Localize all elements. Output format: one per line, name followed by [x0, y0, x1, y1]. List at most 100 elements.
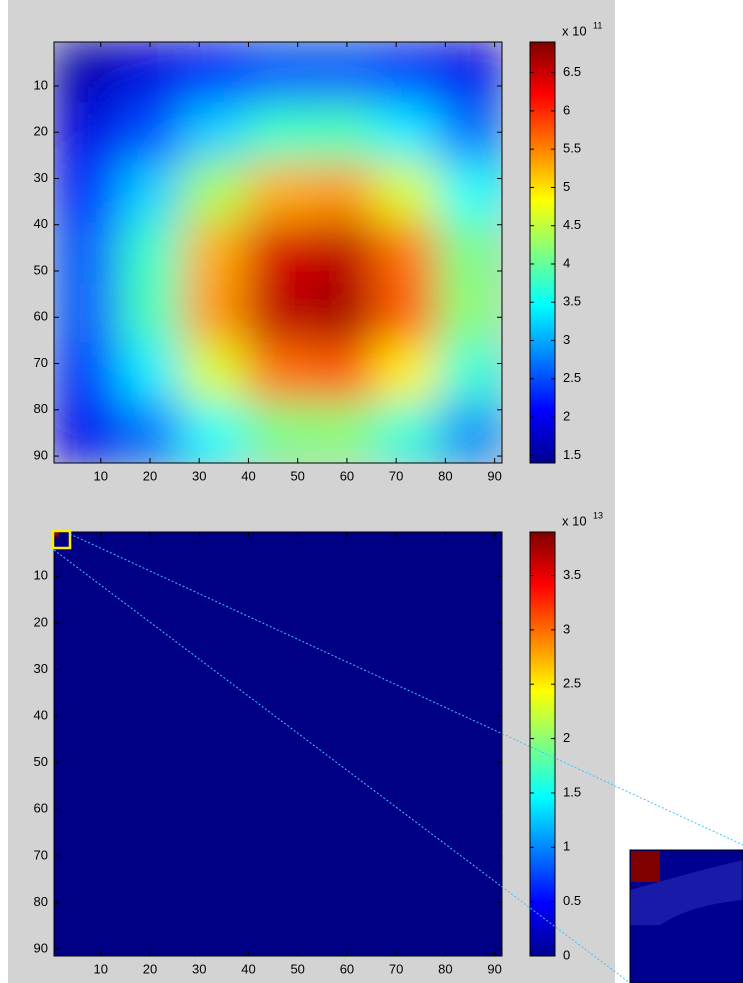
- colorbar-multiplier: x 10: [562, 513, 587, 528]
- colorbar-tick-label: 3.5: [563, 567, 581, 582]
- heat-cell: [59, 532, 503, 537]
- heat-cell: [310, 102, 375, 163]
- y-tick-label: 60: [34, 801, 48, 816]
- colorbar-exponent: 11: [593, 20, 602, 30]
- figure: 1020304050607080901020304050607080901.52…: [0, 0, 743, 983]
- heat-cell: [374, 42, 439, 103]
- heat-cell: [118, 162, 183, 223]
- x-tick-label: 20: [143, 468, 157, 483]
- colorbar-tick-label: 2.5: [563, 370, 581, 385]
- y-tick-label: 40: [34, 216, 48, 231]
- heat-cell: [118, 102, 183, 163]
- y-tick-label: 30: [34, 661, 48, 676]
- y-tick-label: 30: [34, 170, 48, 185]
- colorbar-tick-label: 2.5: [563, 676, 581, 691]
- y-tick-label: 50: [34, 754, 48, 769]
- heat-cell: [374, 283, 439, 344]
- y-tick-label: 90: [34, 940, 48, 955]
- heat-cell: [54, 403, 119, 464]
- heat-cell: [182, 162, 247, 223]
- colorbar-tick-label: 5.5: [563, 141, 581, 156]
- heat-cell: [310, 343, 375, 404]
- heat-cell: [54, 162, 119, 223]
- colorbar-tick-label: 4: [563, 255, 570, 270]
- heat-cell: [54, 102, 119, 163]
- heatmap-layer: [54, 532, 503, 957]
- heat-cell: [438, 162, 503, 223]
- heat-cell: [54, 222, 119, 283]
- x-tick-label: 80: [438, 468, 452, 483]
- heat-cell: [438, 343, 503, 404]
- heat-cell: [118, 403, 183, 464]
- heat-cell: [438, 42, 503, 103]
- heat-cell: [310, 42, 375, 103]
- heat-cell: [54, 537, 59, 957]
- colorbar-tick-label: 6: [563, 102, 570, 117]
- heatmap-cells: [54, 42, 503, 464]
- x-tick-label: 10: [94, 468, 108, 483]
- heat-cell: [438, 222, 503, 283]
- colorbar-tick-label: 1.5: [563, 447, 581, 462]
- colorbar-multiplier: x 10: [562, 23, 587, 38]
- heatmap-layer: [54, 42, 503, 464]
- colorbar-tick-label: 3: [563, 621, 570, 636]
- x-tick-label: 50: [290, 961, 304, 976]
- y-tick-label: 90: [34, 447, 48, 462]
- y-tick-label: 10: [34, 568, 48, 583]
- heat-cell: [246, 283, 311, 344]
- heat-cell: [118, 283, 183, 344]
- x-tick-label: 40: [241, 468, 255, 483]
- colorbar-tick-label: 4.5: [563, 217, 581, 232]
- heat-cell: [310, 283, 375, 344]
- heat-cell: [246, 222, 311, 283]
- colorbar-tick-label: 0: [563, 947, 570, 962]
- y-tick-label: 70: [34, 847, 48, 862]
- colorbar-exponent: 13: [593, 510, 603, 520]
- x-tick-label: 50: [290, 468, 304, 483]
- colorbar-tick-label: 1.5: [563, 784, 581, 799]
- heat-cell: [118, 343, 183, 404]
- y-tick-label: 80: [34, 401, 48, 416]
- heat-cell: [438, 102, 503, 163]
- x-tick-label: 20: [143, 961, 157, 976]
- heat-cell: [374, 222, 439, 283]
- heat-cell: [246, 42, 311, 103]
- heat-cell: [374, 403, 439, 464]
- heat-cell: [374, 343, 439, 404]
- heat-cell: [374, 102, 439, 163]
- y-tick-label: 20: [34, 614, 48, 629]
- heat-cell: [59, 537, 503, 957]
- x-tick-label: 60: [340, 468, 354, 483]
- heat-cell: [374, 162, 439, 223]
- colorbar-tick-label: 3.5: [563, 294, 581, 309]
- heat-cell: [182, 283, 247, 344]
- inset-cell: [631, 851, 660, 882]
- heat-cell: [182, 102, 247, 163]
- heat-cell: [310, 403, 375, 464]
- heat-cell: [182, 42, 247, 103]
- x-tick-label: 70: [389, 468, 403, 483]
- heat-cell: [118, 42, 183, 103]
- heat-cell: [246, 343, 311, 404]
- x-tick-label: 30: [192, 468, 206, 483]
- heat-cell: [54, 532, 59, 537]
- x-tick-label: 30: [192, 961, 206, 976]
- heat-cell: [182, 343, 247, 404]
- y-tick-label: 70: [34, 355, 48, 370]
- heat-cell: [54, 343, 119, 404]
- heat-cell: [438, 283, 503, 344]
- colorbar-tick-label: 6.5: [563, 64, 581, 79]
- x-tick-label: 40: [241, 961, 255, 976]
- colorbar-tick-label: 3: [563, 332, 570, 347]
- colorbar-tick-label: 0.5: [563, 893, 581, 908]
- y-tick-label: 50: [34, 262, 48, 277]
- heat-cell: [310, 222, 375, 283]
- colorbar: [530, 42, 555, 463]
- colorbar: [530, 532, 555, 956]
- colorbar-tick-label: 2: [563, 409, 570, 424]
- heatmap-cells: [54, 532, 503, 957]
- heat-cell: [118, 222, 183, 283]
- heat-cell: [246, 403, 311, 464]
- y-tick-label: 20: [34, 124, 48, 139]
- x-tick-label: 80: [438, 961, 452, 976]
